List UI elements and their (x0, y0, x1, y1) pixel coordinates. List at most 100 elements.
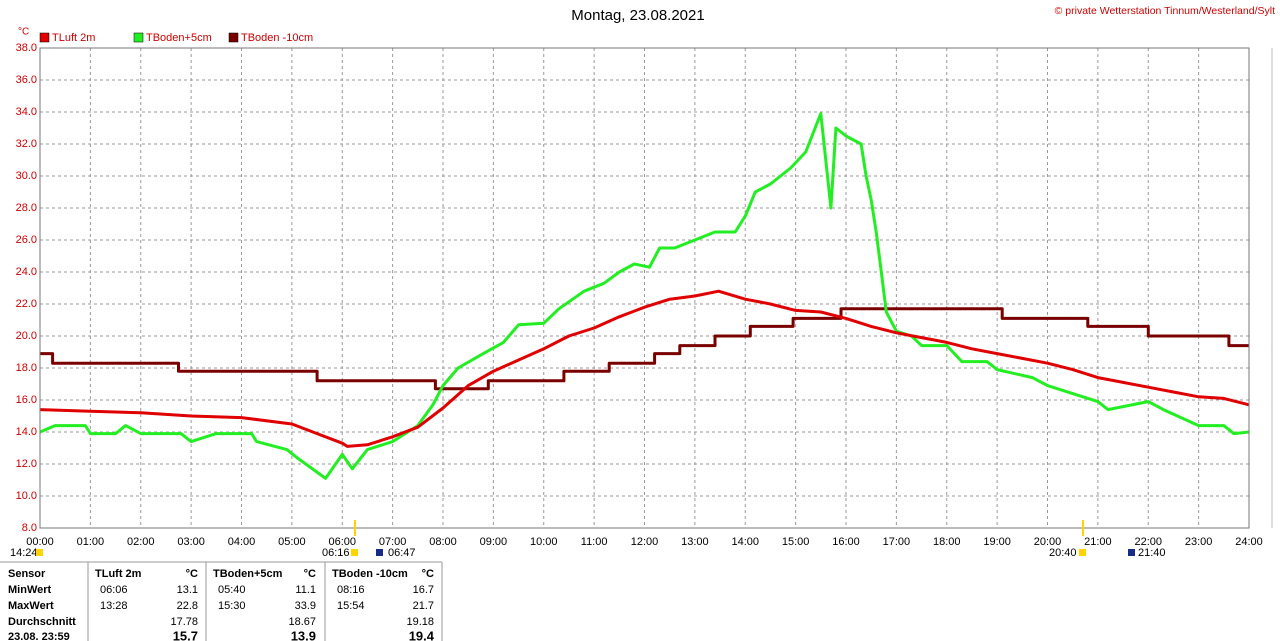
series-line (39, 289, 1250, 448)
table-header: TBoden+5cm (213, 568, 283, 580)
x-tick-label: 13:00 (681, 536, 709, 548)
grid (39, 47, 1250, 529)
y-tick-label: 38.0 (16, 42, 37, 54)
legend-label: TBoden -10cm (241, 32, 313, 44)
series-lines (39, 112, 1250, 480)
x-tick-label: 04:00 (228, 536, 256, 548)
cell-value: 18.67 (288, 616, 316, 628)
table-header: TLuft 2m (95, 568, 142, 580)
sun-time: 14:24 (10, 547, 38, 559)
cell-value: 22.8 (177, 600, 198, 612)
copyright: © private Wetterstation Tinnum/Westerlan… (1055, 5, 1275, 17)
y-tick-label: 20.0 (16, 330, 37, 342)
table-header: TBoden -10cm (332, 568, 408, 580)
sun-time: 06:47 (388, 547, 416, 559)
summary-table: Sensor TLuft 2m °C TBoden+5cm °C TBoden -10cm… (0, 561, 443, 641)
x-tick-label: 00:00 (26, 536, 54, 548)
table-header: °C (422, 568, 434, 580)
y-unit: °C (18, 27, 29, 38)
row-label: Durchschnitt (8, 616, 76, 628)
axes: 8.0 10.0 12.0 14.0 16.0 18.0 20.0 22.0 24.0 26.0 2… (16, 42, 1263, 548)
x-tick-label: 18:00 (933, 536, 961, 548)
x-tick-label: 16:00 (832, 536, 860, 548)
cell-time: 08:16 (337, 584, 365, 596)
y-tick-label: 8.0 (22, 522, 37, 534)
sun-time: 21:40 (1138, 547, 1166, 559)
sun-icon (351, 549, 358, 556)
x-tick-label: 20:00 (1034, 536, 1062, 548)
sun-icon (1079, 549, 1086, 556)
legend-label: TBoden+5cm (146, 32, 212, 44)
cell-value: 15.7 (173, 628, 198, 641)
cell-value: 16.7 (413, 584, 434, 596)
y-tick-label: 24.0 (16, 266, 37, 278)
x-tick-label: 06:00 (328, 536, 356, 548)
x-tick-label: 12:00 (631, 536, 659, 548)
row-label: MaxWert (8, 600, 54, 612)
x-tick-label: 15:00 (782, 536, 810, 548)
cell-value: 13.1 (177, 584, 198, 596)
cell-value: 33.9 (295, 600, 316, 612)
x-tick-label: 07:00 (379, 536, 407, 548)
y-tick-label: 30.0 (16, 170, 37, 182)
y-tick-label: 16.0 (16, 394, 37, 406)
legend-label: TLuft 2m (52, 32, 95, 44)
sun-icon (376, 549, 383, 556)
cell-value: 19.18 (406, 616, 434, 628)
cell-time: 05:40 (218, 584, 246, 596)
x-tick-label: 08:00 (429, 536, 457, 548)
y-tick-label: 18.0 (16, 362, 37, 374)
legend: TLuft 2m TBoden+5cm TBoden -10cm (39, 32, 313, 44)
x-tick-label: 03:00 (177, 536, 205, 548)
cell-time: 06:06 (100, 584, 128, 596)
x-tick-label: 01:00 (77, 536, 105, 548)
sun-annotations: 14:24 06:16 06:47 20:40 21:40 (10, 520, 1166, 559)
table-header: °C (186, 568, 198, 580)
cell-time: 15:54 (337, 600, 365, 612)
cell-value: 17.78 (170, 616, 198, 628)
x-tick-label: 24:00 (1235, 536, 1263, 548)
y-tick-label: 32.0 (16, 138, 37, 150)
cell-value: 19.4 (409, 628, 435, 641)
legend-swatch (39, 32, 50, 43)
plot-frame (39, 47, 1250, 529)
series-line (40, 307, 1249, 391)
sun-time: 06:16 (322, 547, 350, 559)
y-tick-label: 28.0 (16, 202, 37, 214)
x-tick-label: 11:00 (581, 536, 608, 548)
cell-value: 11.1 (295, 584, 316, 596)
y-tick-label: 26.0 (16, 234, 37, 246)
y-tick-label: 14.0 (16, 426, 37, 438)
sun-icon (1128, 549, 1135, 556)
cell-time: 13:28 (100, 600, 128, 612)
y-tick-label: 10.0 (16, 490, 37, 502)
table-header: Sensor (8, 568, 46, 580)
legend-swatch (133, 32, 144, 43)
x-tick-label: 02:00 (127, 536, 155, 548)
x-tick-label: 14:00 (731, 536, 759, 548)
row-label: MinWert (8, 584, 52, 596)
y-tick-label: 34.0 (16, 106, 37, 118)
chart-title: Montag, 23.08.2021 (571, 7, 704, 24)
x-tick-label: 19:00 (983, 536, 1011, 548)
y-tick-label: 12.0 (16, 458, 37, 470)
cell-value: 21.7 (413, 600, 434, 612)
y-tick-label: 36.0 (16, 74, 37, 86)
series-line (39, 112, 1250, 480)
cell-value: 13.9 (291, 628, 316, 641)
table-header: °C (304, 568, 316, 580)
legend-swatch (228, 32, 239, 43)
y-tick-label: 22.0 (16, 298, 37, 310)
x-tick-label: 22:00 (1134, 536, 1162, 548)
sun-time: 20:40 (1049, 547, 1077, 559)
x-tick-label: 10:00 (530, 536, 558, 548)
x-tick-label: 09:00 (480, 536, 508, 548)
sun-icon (36, 549, 43, 556)
cell-time: 15:30 (218, 600, 246, 612)
x-tick-label: 17:00 (883, 536, 911, 548)
x-tick-label: 21:00 (1084, 536, 1112, 548)
x-tick-label: 05:00 (278, 536, 306, 548)
row-label: 23.08. 23:59 (8, 631, 70, 641)
